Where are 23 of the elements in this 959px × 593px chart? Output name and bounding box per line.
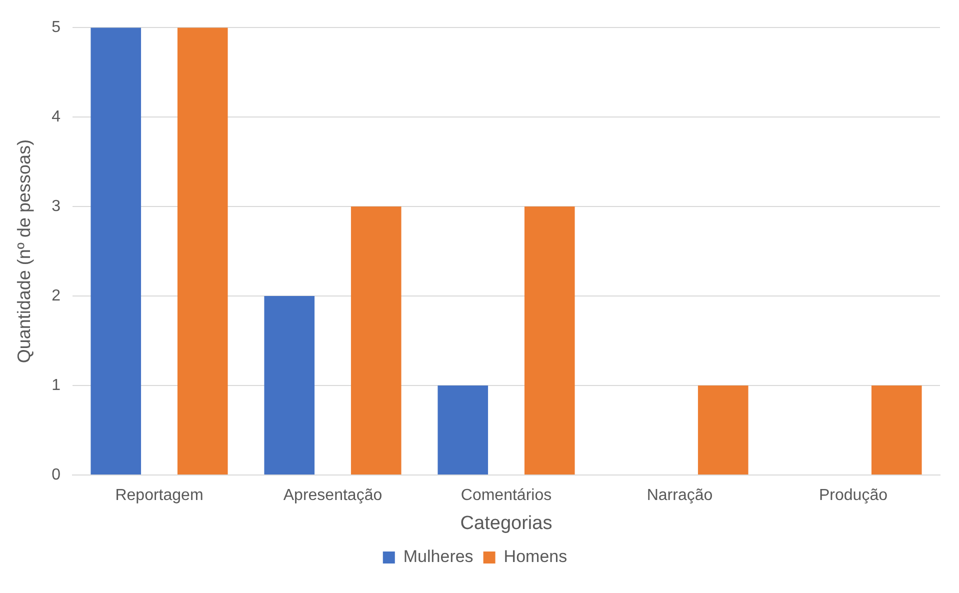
y-tick-label: 5: [52, 19, 61, 36]
bar: [524, 206, 575, 474]
y-axis-title: Quantidade (nº de pessoas): [14, 139, 34, 364]
bar: [264, 296, 315, 474]
bar: [177, 28, 228, 474]
bar: [350, 206, 402, 474]
bar: [871, 386, 922, 474]
y-tick-label: 0: [52, 466, 61, 484]
x-tick-label: Apresentação: [283, 487, 382, 504]
y-tick-label: 2: [52, 287, 61, 304]
bar: [438, 386, 488, 474]
x-tick-label: Comentários: [460, 487, 552, 504]
x-tick-label: Produção: [819, 487, 888, 504]
bar: [90, 28, 142, 474]
x-tick-label: Reportagem: [115, 487, 204, 504]
bar: [698, 386, 748, 474]
legend-label: Homens: [504, 547, 568, 566]
y-tick-label: 1: [52, 376, 61, 394]
x-axis-title: Categorias: [460, 512, 552, 534]
y-tick-label: 4: [52, 108, 61, 126]
legend-label: Mulheres: [403, 547, 474, 566]
y-tick-label: 3: [52, 198, 61, 215]
x-tick-label: Narração: [646, 487, 713, 504]
